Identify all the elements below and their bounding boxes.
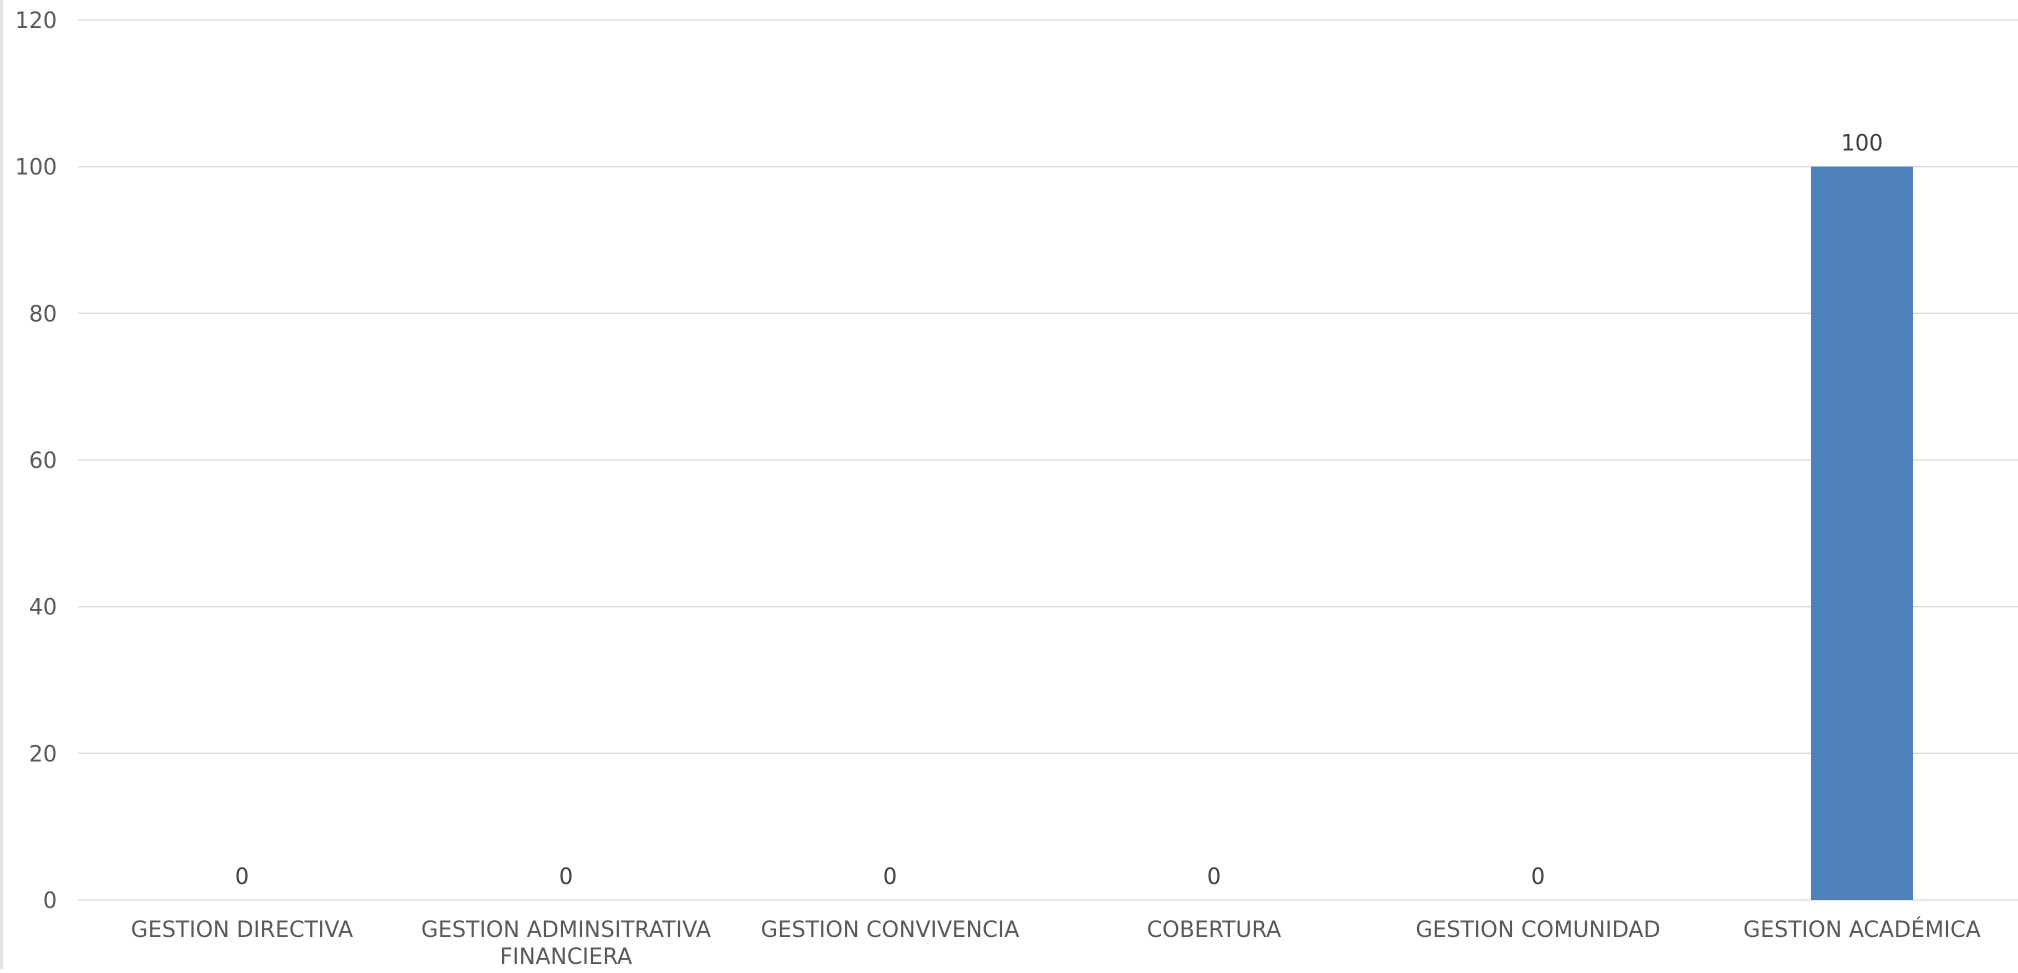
x-tick-label-line: GESTION ADMINSITRATIVA: [421, 918, 711, 943]
y-tick-label: 0: [43, 889, 57, 914]
x-axis-ticks: GESTION DIRECTIVA GESTION ADMINSITRATIVA F…: [131, 917, 1981, 970]
y-tick-label: 100: [15, 156, 57, 181]
gridlines: [78, 19, 2018, 901]
y-tick-label: 80: [29, 302, 57, 327]
data-labels: 0 0 0 0 0 100: [235, 132, 1883, 890]
data-label: 0: [883, 865, 897, 890]
x-tick-label: COBERTURA: [1147, 918, 1281, 943]
bars: [1811, 166, 1913, 900]
x-tick-label: GESTION ACADÉMICA: [1743, 917, 1980, 943]
y-tick-label: 20: [29, 742, 57, 767]
x-tick-label-line: COBERTURA: [1147, 918, 1281, 943]
x-tick-label: GESTION COMUNIDAD: [1416, 918, 1661, 943]
x-tick-label-line: GESTION CONVIVENCIA: [761, 918, 1020, 943]
x-tick-label: GESTION CONVIVENCIA: [761, 918, 1020, 943]
x-tick-label-line: FINANCIERA: [500, 945, 632, 969]
x-tick-label-line: GESTION COMUNIDAD: [1416, 918, 1661, 943]
data-label: 0: [1531, 865, 1545, 890]
data-label: 0: [1207, 865, 1221, 890]
x-tick-label: GESTION DIRECTIVA: [131, 918, 353, 943]
x-tick-label-line: GESTION ACADÉMICA: [1743, 917, 1980, 943]
data-label: 100: [1841, 132, 1883, 157]
x-tick-label-line: GESTION DIRECTIVA: [131, 918, 353, 943]
left-border: [0, 0, 3, 969]
y-axis-ticks: 0 20 40 60 80 100 120: [15, 9, 57, 914]
y-tick-label: 60: [29, 449, 57, 474]
y-tick-label: 120: [15, 9, 57, 34]
y-tick-label: 40: [29, 596, 57, 621]
x-tick-label: GESTION ADMINSITRATIVA FINANCIERA: [421, 918, 711, 969]
data-label: 0: [235, 865, 249, 890]
data-label: 0: [559, 865, 573, 890]
bar: [1811, 166, 1913, 900]
